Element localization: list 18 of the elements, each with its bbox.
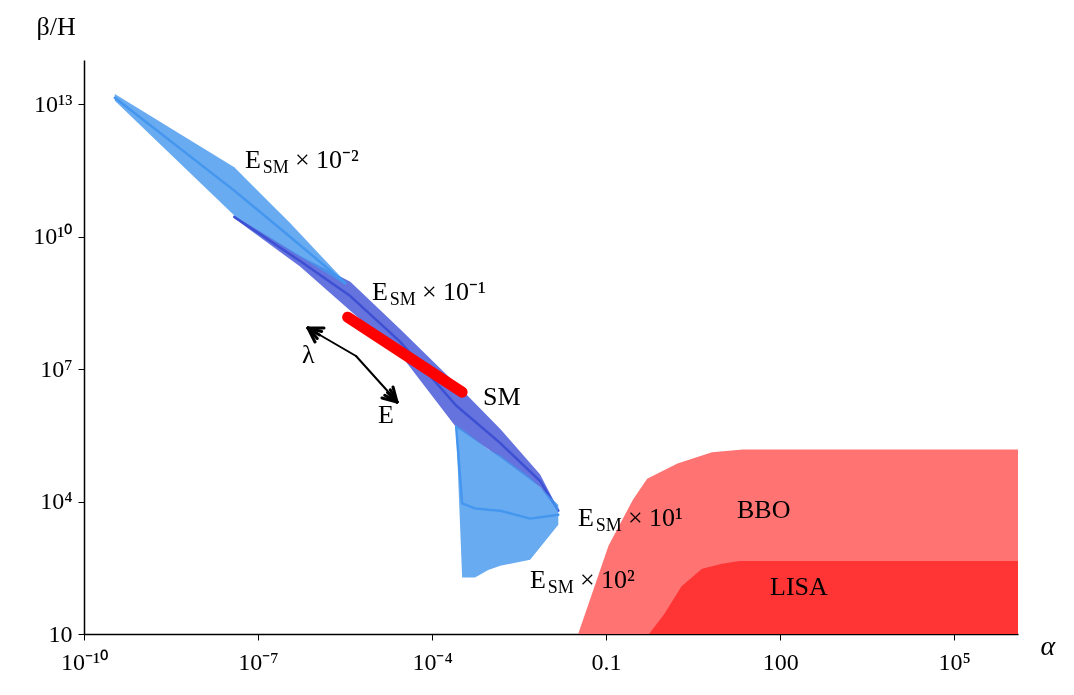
y-tick-label: 10⁴ — [40, 488, 73, 515]
x-tick-label: 0.1 — [591, 648, 622, 675]
annotation: E — [378, 400, 394, 429]
x-tick-label: 10⁻¹⁰ — [60, 648, 109, 675]
annotation: BBO — [737, 495, 791, 524]
annotation: SM — [483, 382, 521, 411]
y-axis-title: β/H — [36, 11, 76, 41]
x-tick-label: 100 — [762, 648, 799, 675]
x-tick-label: 10⁻⁴ — [412, 648, 453, 675]
y-tick-label: 10⁷ — [40, 355, 73, 382]
x-axis-title: α — [1040, 629, 1057, 661]
x-tick-label: 10⁻⁷ — [238, 648, 279, 675]
y-tick-label: 10 — [48, 620, 73, 647]
annotation: λ — [302, 340, 315, 369]
annotation: LISA — [770, 572, 828, 601]
y-tick-label: 10¹⁰ — [33, 223, 73, 250]
x-tick-label: 10⁵ — [938, 648, 971, 675]
y-tick-label: 10¹³ — [34, 90, 73, 117]
